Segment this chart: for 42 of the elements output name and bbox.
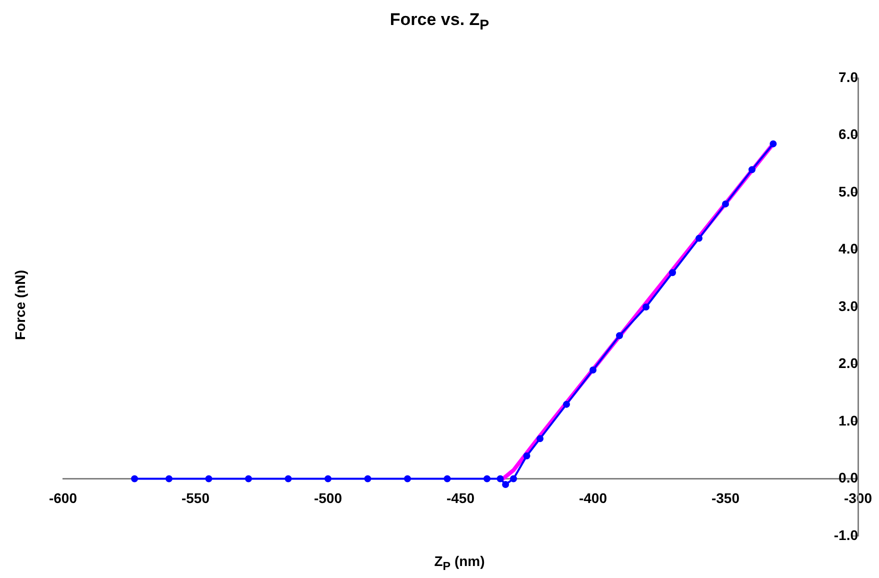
point (770, 140, 777, 148)
point (484, 475, 490, 482)
x-tick-label: -350 (711, 490, 740, 506)
y-tick-label: 6.0 (838, 126, 858, 142)
point (616, 332, 623, 340)
y-tick-label: 3.0 (838, 298, 858, 314)
point (166, 475, 172, 482)
point (536, 435, 544, 442)
x-tick-label: -500 (314, 490, 342, 506)
point (496, 475, 504, 482)
x-tick-label: -550 (181, 490, 210, 506)
x-axis-title: Z$_{P}$ (nm) (433, 553, 486, 573)
point (205, 475, 212, 482)
point (523, 452, 530, 460)
x-tick-label: -600 (48, 490, 78, 506)
point (284, 475, 292, 482)
point (502, 480, 510, 488)
y-tick-label: 7.0 (838, 68, 858, 85)
point (364, 475, 372, 482)
point (642, 304, 650, 310)
x-tick-label: -450 (446, 490, 475, 506)
y-tick-label: 1.0 (838, 412, 858, 428)
point (590, 366, 596, 374)
y-tick-label: 5.0 (838, 183, 858, 200)
point (696, 234, 702, 242)
point (444, 475, 451, 482)
point (245, 475, 252, 482)
x-tick-label: -400 (578, 490, 608, 506)
point (510, 475, 517, 482)
y-tick-label: -1.0 (834, 526, 858, 543)
y-tick-label: 4.0 (838, 240, 858, 257)
point (404, 475, 411, 482)
point (324, 475, 332, 482)
point (722, 200, 729, 208)
y-axis-title: Force (nN) (12, 270, 28, 340)
chart-title: Force vs. Z$_{P}$ (388, 10, 490, 34)
point (669, 269, 676, 276)
y-tick-label: 0.0 (838, 470, 858, 486)
point (563, 400, 570, 408)
y-tick-label: 2.0 (838, 355, 858, 372)
point (131, 475, 138, 482)
point (748, 166, 756, 174)
